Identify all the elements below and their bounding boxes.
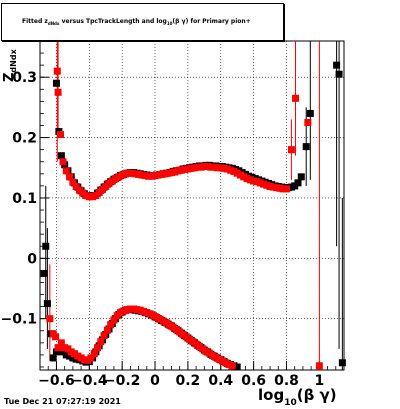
data-point [43,300,51,308]
data-point [87,354,95,362]
data-point [69,178,77,186]
data-point [100,332,108,340]
data-point [282,185,290,193]
x-tick-label: 0.6 [241,373,266,389]
data-point [54,88,62,96]
data-point [335,70,343,78]
title-suffix: (β γ) for Primary pion+ [172,18,251,25]
title-sub2: 10 [166,21,173,27]
data-point [107,321,115,329]
data-point [110,316,118,324]
data-point [294,179,302,187]
data-point [57,131,65,139]
title-box: Fitted zdNdx versus TpcTrackLength and l… [1,3,284,41]
data-point [304,118,312,126]
data-point [57,152,65,160]
data-point [287,146,295,154]
title-prefix: Fitted z [22,18,48,25]
y-tick-label: −0.1 [0,312,37,328]
data-point [42,242,50,250]
x-axis-label-main: log [258,386,285,404]
data-point [52,333,60,341]
chart-title: Fitted zdNdx versus TpcTrackLength and l… [22,18,251,26]
data-point [53,67,61,75]
data-point [297,173,305,181]
y-tick-label: 0.3 [12,70,37,86]
data-point [59,158,67,166]
data-point [338,359,346,367]
data-point [66,173,74,181]
data-point [306,109,314,117]
x-tick-label: −0.2 [104,373,141,389]
data-point [46,315,54,323]
data-point [62,167,70,175]
x-tick-label: −0.6 [38,373,75,389]
timestamp: Tue Dec 21 07:27:19 2021 [4,397,121,406]
title-sub1: dNdx [47,21,60,27]
data-point [333,61,341,69]
data-point [52,79,60,87]
y-axis-label-main: Z [2,72,17,82]
x-tick-label: 0.4 [208,373,233,389]
data-point [94,344,102,352]
data-point [302,143,310,151]
plot-frame [39,40,345,371]
y-tick-label: 0.2 [12,131,37,147]
data-point [72,182,80,190]
x-tick-label: −0.4 [71,373,108,389]
data-point [315,362,323,370]
y-tick-label: 0.1 [12,191,37,207]
y-axis-label: ZdNdx [2,49,18,82]
x-tick-label: 0.8 [274,373,299,389]
data-point [49,354,57,362]
data-point [97,338,105,346]
data-point [57,339,65,347]
x-axis-label-sub: 10 [284,398,297,408]
y-tick-label: 0 [27,251,37,267]
data-point [54,344,62,352]
data-point [103,326,111,334]
data-point [228,362,236,370]
data-point [233,363,241,371]
x-axis-label: log10(β γ) [258,386,337,408]
x-axis-label-post: (β γ) [296,386,337,404]
y-axis-label-sub: dNdx [9,49,18,73]
x-tick-label: 1 [314,373,324,389]
data-point [40,269,48,277]
data-point [90,350,98,358]
x-tick-label: 0 [150,373,160,389]
data-point [292,94,300,102]
x-tick-label: 0.2 [175,373,200,389]
title-middle: versus TpcTrackLength and log [59,18,167,25]
